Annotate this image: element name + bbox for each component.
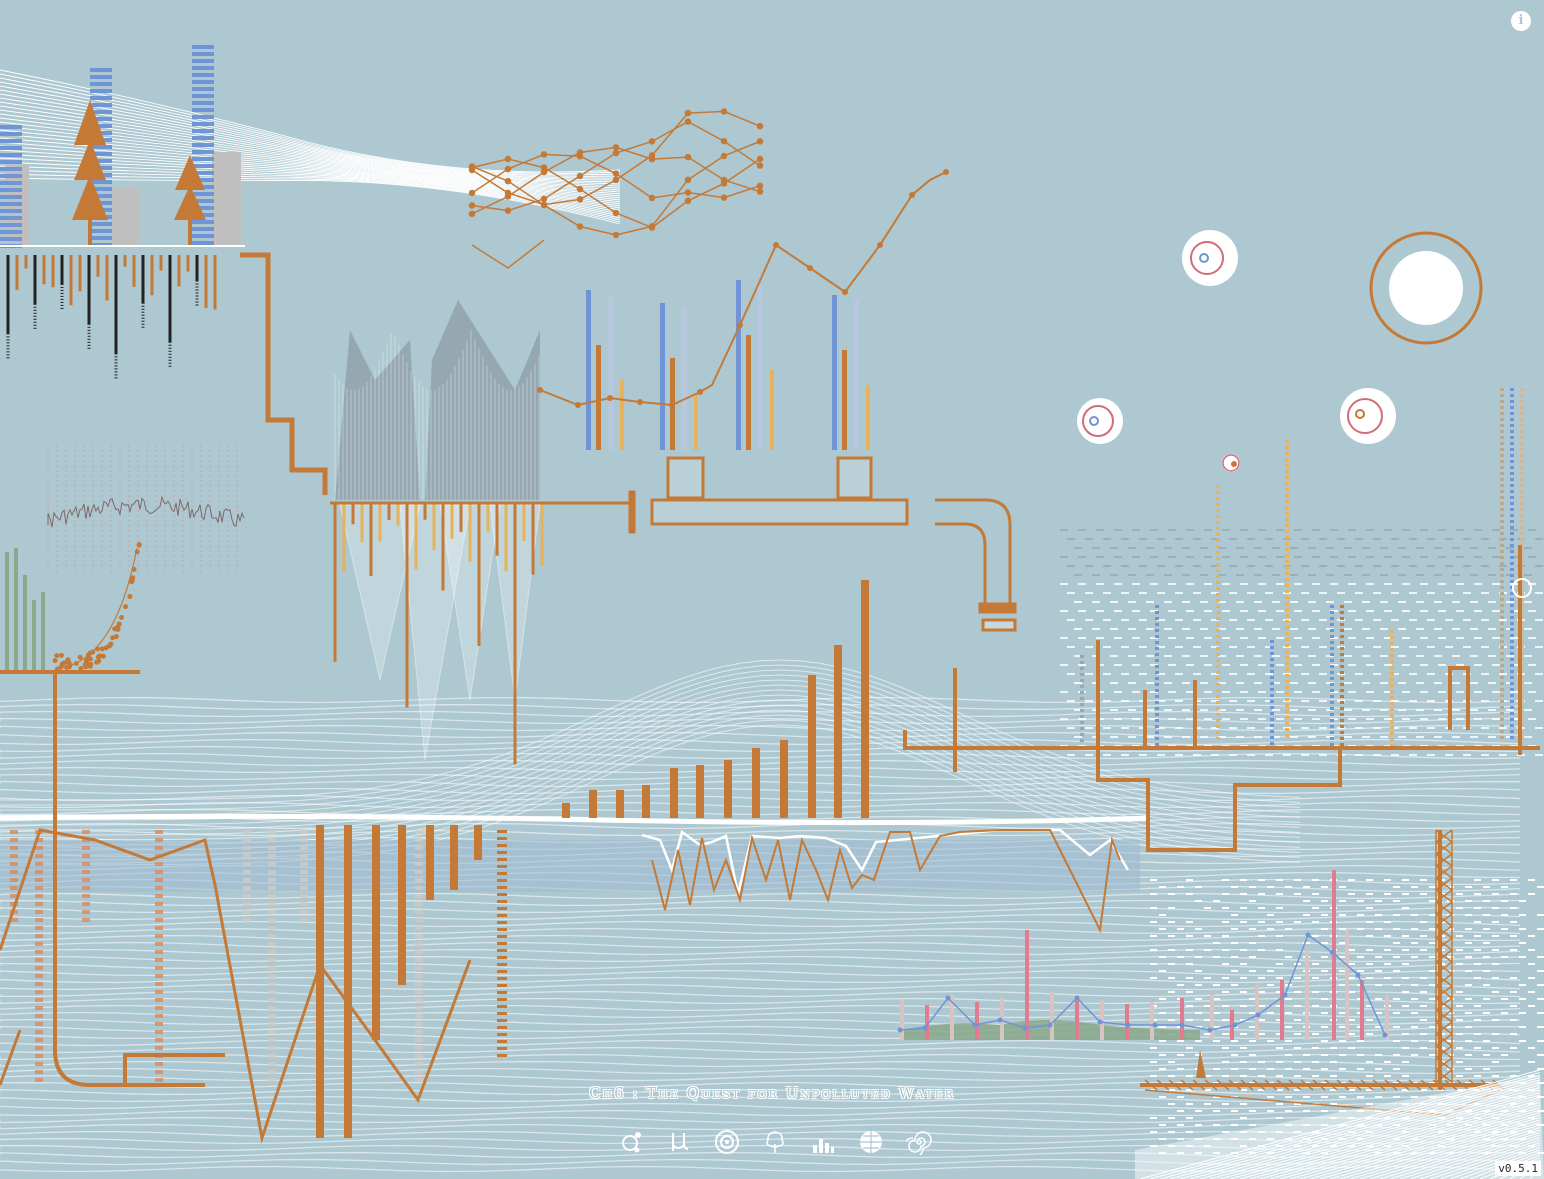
pipe-network-middle — [330, 456, 1017, 632]
pipe-top-left — [240, 252, 328, 495]
info-button[interactable]: i — [1511, 11, 1531, 31]
pipe-bottom-left — [0, 672, 472, 1144]
version-label: v0.5.1 — [1495, 1161, 1541, 1176]
hatched-mountains — [333, 300, 544, 765]
multi-line-chart — [468, 108, 764, 269]
nav-globe[interactable] — [854, 1125, 888, 1159]
top-left-chart — [0, 45, 245, 379]
nav-bars[interactable] — [806, 1125, 840, 1159]
bottom-right-streaks — [1135, 1069, 1544, 1179]
grouped-bars — [586, 280, 870, 450]
mu-icon — [672, 1133, 689, 1151]
nav-mu[interactable] — [662, 1125, 696, 1159]
chapter-nav — [614, 1125, 936, 1159]
reflection-band — [0, 840, 1140, 892]
underwater-structures — [10, 825, 507, 1138]
orange-bar-series — [562, 580, 869, 818]
nav-molecule[interactable] — [614, 1125, 648, 1159]
crane-structure — [1144, 829, 1506, 1116]
nav-target[interactable] — [710, 1125, 744, 1159]
bubble-cluster — [1077, 230, 1483, 472]
bar-stack-icon — [813, 1139, 834, 1153]
nav-tree[interactable] — [758, 1125, 792, 1159]
target-icon — [715, 1130, 739, 1154]
noise-chart — [47, 445, 245, 575]
chapter-title: Ch6 : The Quest for Unpolluted Water — [589, 1084, 955, 1102]
water-surface-line — [0, 813, 1151, 826]
molecule-icon — [622, 1132, 641, 1153]
nav-spiral[interactable] — [902, 1125, 936, 1159]
bottom-right-chart — [897, 870, 1389, 1040]
spiral-icon — [906, 1131, 932, 1155]
scatter-plot — [52, 542, 142, 672]
green-bars — [5, 548, 45, 670]
tree-icon — [766, 1131, 784, 1153]
orange-zigzag-line — [651, 829, 1121, 934]
globe-icon — [860, 1131, 882, 1153]
water-lines — [0, 696, 1521, 1173]
